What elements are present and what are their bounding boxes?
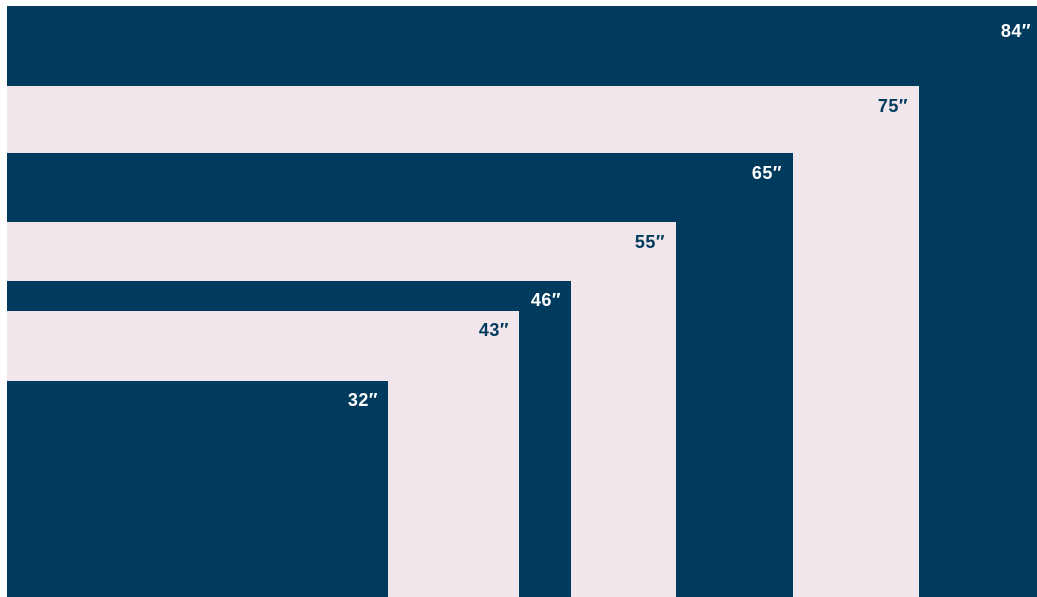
screen-size-label: 46″ [530, 290, 561, 310]
screen-size-label: 84″ [1000, 21, 1031, 41]
screen-size-label: 55″ [634, 232, 665, 252]
screen-size-label: 65″ [751, 163, 782, 183]
screen-size-label: 32″ [347, 390, 378, 410]
screen-size-label: 75″ [877, 96, 908, 116]
screen-size-label: 43″ [478, 320, 509, 340]
screen-32-inch: 32″ [7, 381, 388, 597]
